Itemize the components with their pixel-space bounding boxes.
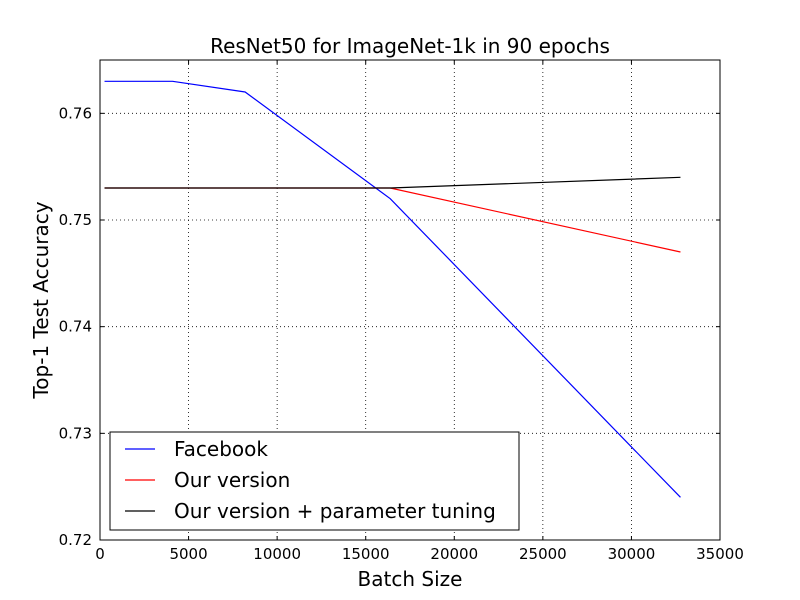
series-layer (104, 80, 681, 498)
y-axis-label: Top-1 Test Accuracy (29, 201, 53, 399)
ticks-layer: 0 5000 10000 15000 20000 25000 30000 35000 0.72 0… (59, 60, 744, 563)
series-line-0 (104, 80, 681, 498)
x-tick-label: 30000 (608, 545, 656, 563)
legend-box (109, 431, 520, 531)
legend-label-2: Our version + parameter tuning (174, 499, 496, 523)
x-tick-label: 10000 (253, 545, 301, 563)
y-tick-label: 0.72 (59, 531, 92, 549)
x-tick-label: 25000 (519, 545, 567, 563)
legend-label-0: Facebook (174, 437, 268, 461)
series-line-2 (104, 176, 681, 189)
y-tick-label: 0.73 (59, 424, 92, 442)
grid-layer (100, 60, 720, 540)
x-tick-label: 5000 (169, 545, 207, 563)
plot-frame (99, 59, 721, 541)
y-tick-label: 0.76 (59, 104, 92, 122)
x-axis-label: Batch Size (358, 567, 463, 591)
y-tick-label: 0.74 (59, 318, 92, 336)
chart-title: ResNet50 for ImageNet-1k in 90 epochs (210, 34, 610, 58)
y-tick-label: 0.75 (59, 211, 92, 229)
x-tick-label: 20000 (430, 545, 478, 563)
x-tick-label: 35000 (696, 545, 744, 563)
x-tick-label: 0 (95, 545, 105, 563)
legend: Facebook Our version Our version + paramet… (109, 431, 520, 531)
legend-label-1: Our version (174, 468, 290, 492)
x-tick-label: 15000 (342, 545, 390, 563)
